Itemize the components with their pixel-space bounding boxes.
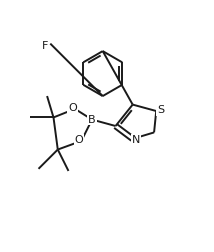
- Text: O: O: [68, 103, 77, 113]
- Text: N: N: [131, 135, 140, 145]
- Text: B: B: [88, 115, 96, 124]
- Text: F: F: [42, 41, 48, 51]
- Text: O: O: [75, 135, 83, 145]
- Text: S: S: [157, 105, 165, 115]
